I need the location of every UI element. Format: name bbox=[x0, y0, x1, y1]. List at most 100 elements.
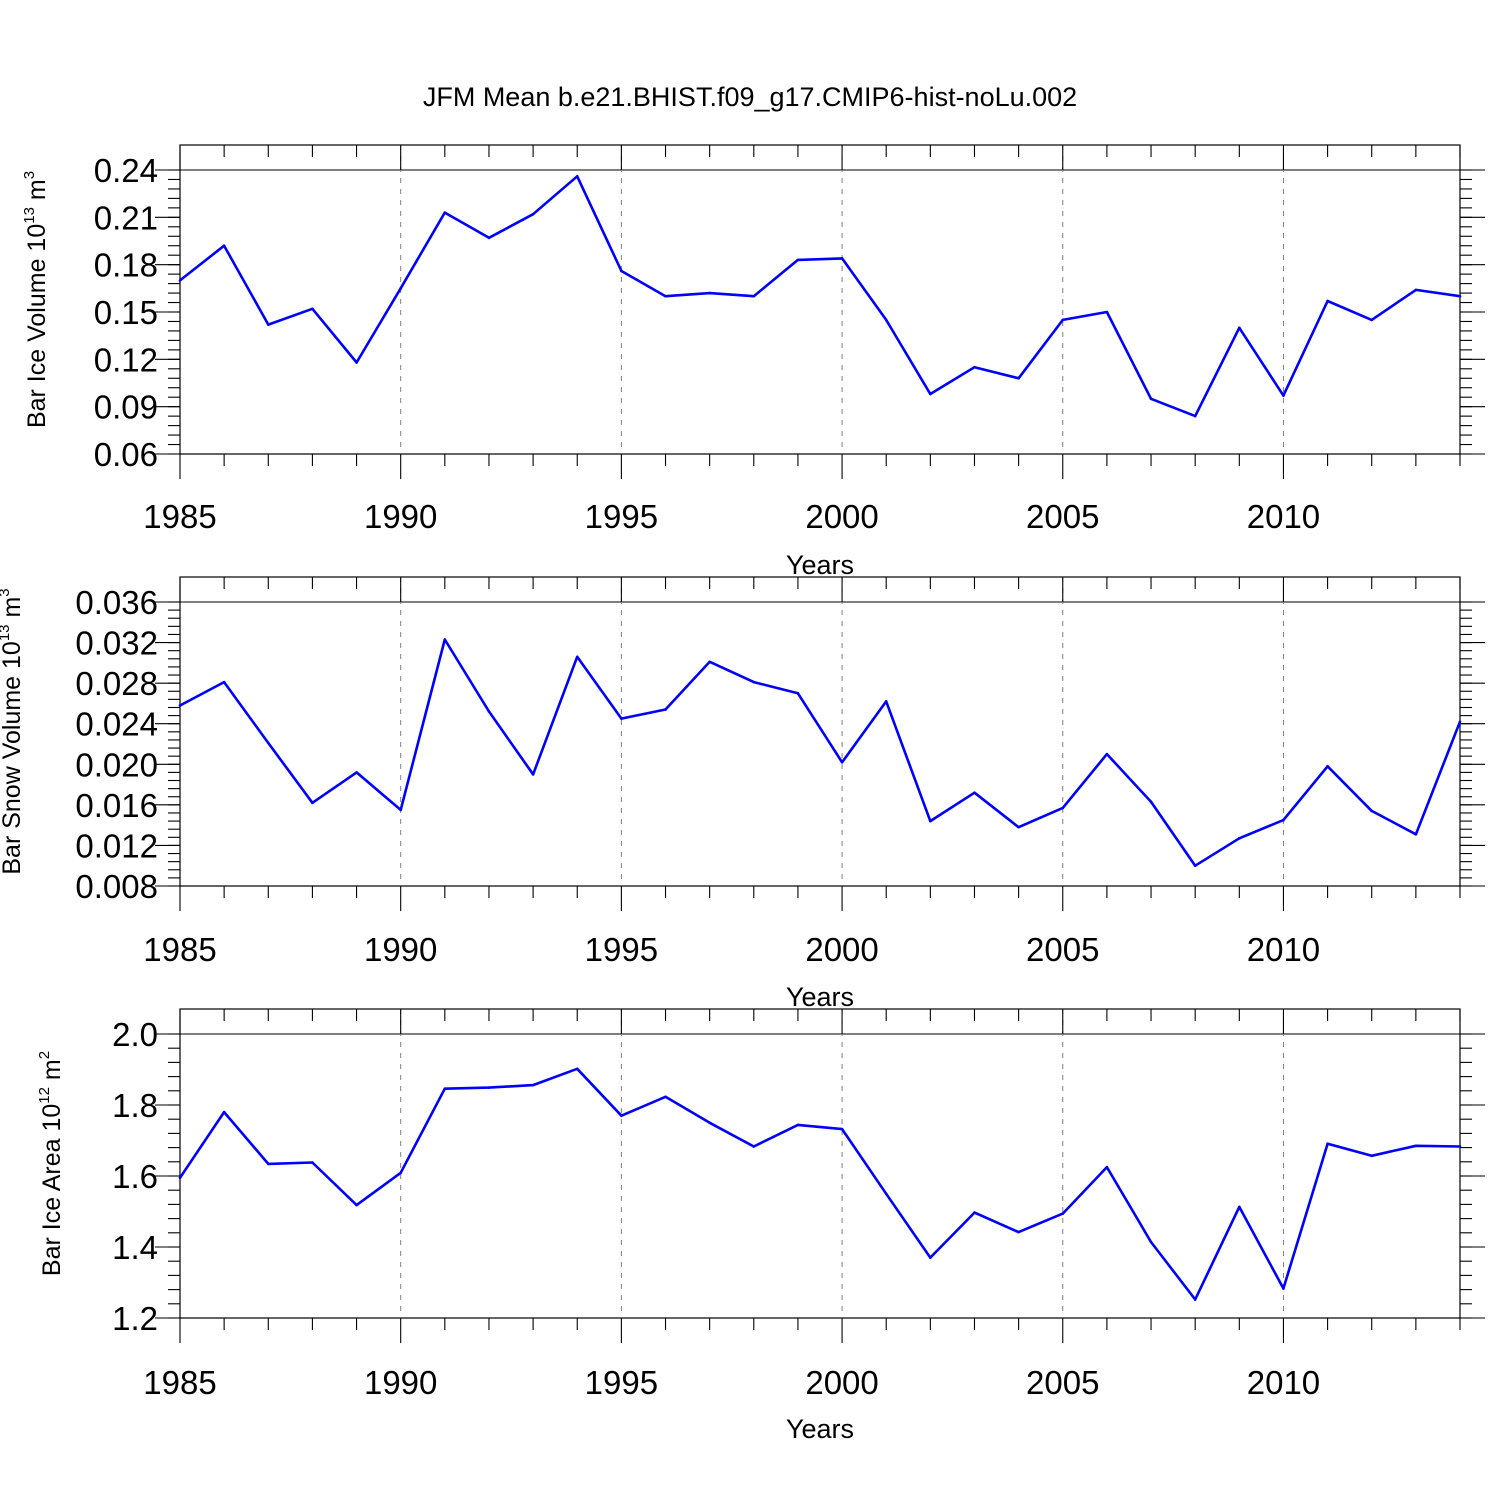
data-point bbox=[1414, 1144, 1418, 1148]
data-point bbox=[929, 392, 932, 396]
data-point bbox=[1458, 720, 1462, 723]
data-point bbox=[1017, 825, 1020, 829]
y-tick-label: 2.0 bbox=[112, 1016, 158, 1053]
data-point bbox=[443, 1087, 447, 1090]
data-point bbox=[222, 244, 226, 248]
y-tick-label: 0.008 bbox=[75, 868, 158, 905]
x-tick-label: 2005 bbox=[1026, 931, 1099, 968]
data-point bbox=[1149, 397, 1153, 401]
data-point bbox=[752, 680, 756, 684]
x-tick-label: 2010 bbox=[1247, 931, 1320, 968]
data-point bbox=[620, 717, 623, 720]
x-tick-label: 2000 bbox=[805, 1364, 878, 1401]
data-point bbox=[1370, 318, 1374, 322]
data-point bbox=[1105, 752, 1109, 756]
x-tick-label: 1990 bbox=[364, 1364, 437, 1401]
data-point bbox=[1193, 414, 1197, 418]
data-point bbox=[620, 269, 623, 273]
x-tick-label: 1995 bbox=[585, 931, 658, 968]
y-tick-label: 0.24 bbox=[94, 152, 158, 189]
data-point bbox=[355, 1203, 358, 1207]
data-point bbox=[178, 1176, 182, 1180]
data-point bbox=[222, 1110, 226, 1114]
x-tick-label: 1985 bbox=[143, 1364, 216, 1401]
data-point bbox=[531, 1083, 535, 1087]
data-point bbox=[973, 1211, 976, 1214]
y-axis-title-exponent: 13 bbox=[21, 207, 38, 224]
data-point bbox=[1061, 806, 1065, 810]
data-point bbox=[1061, 1212, 1065, 1215]
data-point bbox=[355, 361, 358, 364]
y-tick-label: 0.036 bbox=[75, 584, 158, 621]
y-tick-label: 1.6 bbox=[112, 1158, 158, 1195]
data-point bbox=[1149, 1240, 1153, 1244]
data-point bbox=[1458, 294, 1462, 298]
data-point bbox=[1017, 376, 1020, 380]
y-tick-label: 0.21 bbox=[94, 199, 158, 236]
y-tick-label: 0.06 bbox=[94, 436, 158, 473]
y-axis-title-unit-exponent: 3 bbox=[21, 171, 38, 179]
y-tick-label: 0.09 bbox=[94, 389, 158, 426]
data-point bbox=[1414, 288, 1418, 292]
y-tick-label: 0.016 bbox=[75, 787, 158, 824]
data-point bbox=[1061, 318, 1065, 322]
data-point bbox=[266, 323, 270, 326]
data-point bbox=[1326, 1142, 1329, 1145]
y-axis-title: Bar Ice Volume 1013 m3 bbox=[21, 171, 51, 428]
y-tick-label: 0.12 bbox=[94, 341, 158, 378]
data-point bbox=[487, 710, 491, 713]
y-axis-title-base: Bar Ice Area 10 bbox=[38, 1104, 66, 1276]
data-point bbox=[531, 212, 535, 216]
plot-frame bbox=[179, 1008, 1461, 1319]
data-point bbox=[1282, 394, 1285, 397]
data-point bbox=[708, 1121, 711, 1125]
y-axis-title: Bar Ice Area 1012 m2 bbox=[36, 1051, 66, 1276]
data-point bbox=[575, 1067, 579, 1071]
y-axis-title-exponent: 13 bbox=[0, 624, 13, 641]
data-point bbox=[1238, 837, 1241, 840]
y-tick-label: 0.18 bbox=[94, 247, 158, 284]
data-point bbox=[708, 291, 711, 295]
data-point bbox=[178, 279, 182, 282]
y-axis-title-unit: m bbox=[23, 179, 51, 207]
y-axis-title-unit: m bbox=[0, 597, 26, 625]
data-point bbox=[1458, 1145, 1462, 1148]
data-point bbox=[840, 1127, 844, 1131]
data-point bbox=[443, 638, 447, 641]
data-point bbox=[1282, 818, 1285, 822]
y-tick-label: 0.15 bbox=[94, 294, 158, 331]
data-point bbox=[1282, 1287, 1285, 1290]
data-point bbox=[178, 704, 182, 707]
plot-frame bbox=[179, 576, 1461, 887]
data-point bbox=[973, 365, 976, 369]
chart-panel-1: 1985 1990 1995 2000 2005 2010 Years 0.06 0.09 0.1… bbox=[21, 144, 1485, 580]
data-point bbox=[311, 307, 314, 311]
data-point bbox=[840, 257, 844, 260]
data-point bbox=[1017, 1230, 1020, 1234]
data-point bbox=[752, 294, 756, 298]
data-point bbox=[620, 1114, 623, 1117]
y-axis-title: Bar Snow Volume 1013 m3 bbox=[0, 588, 26, 874]
data-point bbox=[487, 1086, 491, 1089]
data-point bbox=[840, 760, 844, 764]
y-axis-title-unit: m bbox=[38, 1059, 66, 1087]
x-tick-label: 2010 bbox=[1247, 1364, 1320, 1401]
data-point bbox=[1149, 800, 1153, 804]
data-point bbox=[399, 1171, 402, 1175]
x-tick-label: 1990 bbox=[364, 931, 437, 968]
y-tick-label: 0.032 bbox=[75, 625, 158, 662]
data-point bbox=[708, 660, 711, 664]
y-axis-title-exponent: 12 bbox=[36, 1087, 53, 1104]
series-line bbox=[179, 175, 1461, 418]
y-axis-title-unit-exponent: 3 bbox=[0, 588, 13, 596]
data-point bbox=[1238, 1205, 1241, 1209]
y-axis-title-base: Bar Ice Volume 10 bbox=[23, 224, 51, 428]
plot-frame bbox=[179, 144, 1461, 455]
data-point bbox=[1370, 809, 1374, 813]
y-tick-label: 0.028 bbox=[75, 665, 158, 702]
data-point bbox=[1193, 1298, 1197, 1301]
data-point bbox=[884, 700, 888, 703]
y-tick-label: 1.8 bbox=[112, 1087, 158, 1124]
